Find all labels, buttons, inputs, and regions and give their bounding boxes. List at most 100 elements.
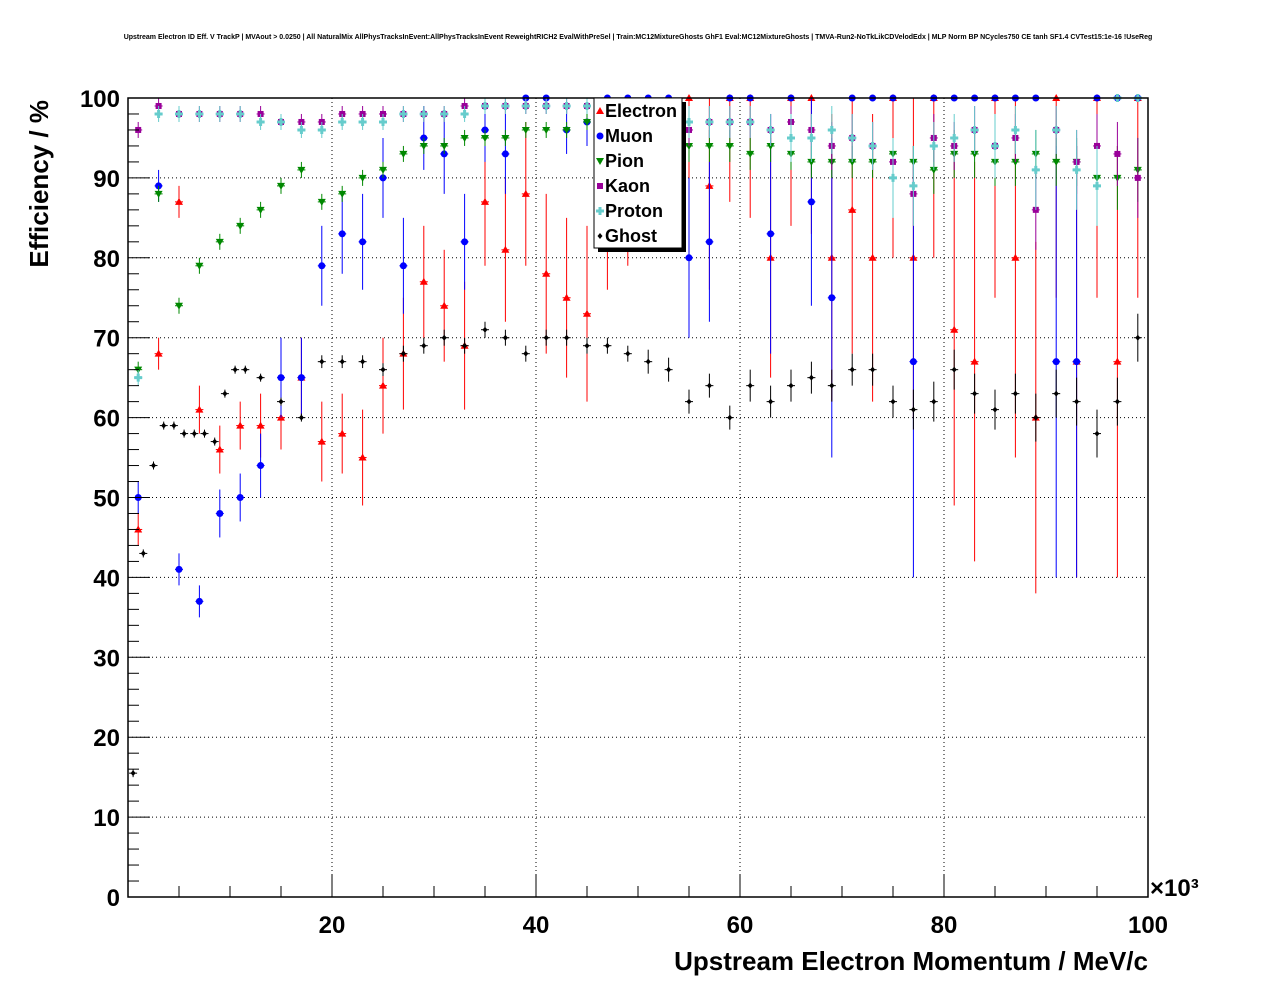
data-point — [171, 422, 177, 429]
data-point — [215, 238, 224, 246]
data-point — [175, 302, 183, 310]
data-point — [338, 429, 347, 437]
data-point — [727, 414, 733, 421]
data-point — [421, 342, 427, 349]
y-tick-label: 10 — [93, 805, 120, 832]
data-point — [256, 206, 265, 214]
legend-marker — [596, 207, 604, 215]
data-point — [191, 430, 197, 437]
data-point — [358, 117, 367, 126]
data-point — [1093, 181, 1101, 190]
data-point — [1033, 414, 1039, 421]
data-point — [277, 117, 285, 126]
data-point — [970, 125, 979, 134]
y-tick-label: 0 — [107, 885, 120, 912]
data-point — [440, 142, 449, 150]
data-point — [317, 198, 326, 206]
data-point — [1053, 390, 1059, 397]
data-point — [970, 150, 979, 158]
data-point — [1113, 357, 1122, 365]
x-tick-label: 20 — [319, 912, 346, 939]
data-point — [441, 334, 447, 341]
chart-title: Upstream Electron ID Eff. V TrackP | MVA… — [123, 34, 1153, 41]
data-point — [768, 398, 774, 405]
data-point — [319, 358, 325, 365]
data-point — [909, 181, 918, 190]
data-point — [950, 133, 959, 142]
data-point — [1052, 358, 1060, 366]
data-point — [236, 109, 245, 118]
data-point — [1114, 150, 1121, 157]
data-point — [542, 269, 551, 277]
data-point — [236, 494, 244, 501]
data-point — [154, 109, 163, 118]
data-point — [1134, 174, 1141, 181]
data-point — [1052, 158, 1061, 166]
data-point — [359, 238, 367, 246]
data-point — [236, 222, 245, 230]
data-point — [242, 366, 248, 373]
data-point — [501, 245, 510, 253]
data-point — [297, 374, 305, 382]
data-point — [277, 374, 285, 382]
data-point — [521, 126, 530, 134]
legend: Electron Muon Pion Kaon Proton Ghost — [593, 97, 686, 252]
data-point — [482, 326, 488, 333]
data-point — [419, 109, 428, 118]
data-point — [1072, 165, 1081, 174]
data-point — [154, 190, 163, 198]
data-point — [970, 357, 979, 365]
data-point — [747, 382, 753, 389]
data-point — [462, 342, 468, 349]
y-tick-label: 50 — [93, 486, 120, 513]
data-point — [807, 158, 816, 166]
y-tick-label: 20 — [93, 725, 120, 752]
data-point — [360, 358, 366, 365]
data-point — [890, 398, 896, 405]
data-point — [562, 126, 571, 134]
data-point — [297, 125, 306, 134]
data-point — [151, 462, 156, 469]
data-point — [461, 238, 469, 246]
data-point — [379, 117, 387, 126]
data-point — [706, 382, 712, 389]
data-point — [992, 406, 998, 413]
legend-label: Kaon — [605, 176, 650, 196]
data-point — [1135, 334, 1141, 341]
data-point — [931, 398, 937, 405]
data-point — [501, 150, 509, 158]
data-point — [828, 294, 836, 302]
data-point — [358, 174, 367, 182]
data-point — [766, 142, 775, 150]
legend-label: Pion — [605, 151, 644, 171]
data-point — [134, 373, 143, 382]
data-point — [317, 125, 326, 134]
data-point — [216, 509, 224, 517]
data-point — [175, 197, 183, 205]
data-point — [154, 349, 163, 357]
x-tick-label: 60 — [727, 912, 754, 939]
data-point — [746, 117, 755, 126]
series-ghost — [129, 313, 1142, 778]
data-point — [481, 101, 489, 110]
data-point — [929, 166, 938, 174]
y-tick-label: 90 — [93, 166, 120, 193]
legend-marker — [597, 183, 603, 189]
data-point — [827, 125, 836, 134]
series-proton — [134, 94, 1142, 386]
legend-label: Proton — [605, 201, 663, 221]
data-point — [829, 382, 835, 389]
legend-marker — [596, 107, 604, 114]
data-point — [257, 462, 265, 470]
data-point — [562, 293, 571, 301]
data-point — [338, 230, 346, 238]
data-point — [278, 398, 284, 405]
data-point — [1011, 253, 1020, 261]
legend-box — [593, 97, 683, 249]
legend-label: Muon — [605, 126, 653, 146]
data-point — [685, 254, 693, 262]
data-point — [1074, 398, 1080, 405]
data-point — [400, 350, 406, 357]
y-tick-label: 40 — [93, 565, 120, 592]
